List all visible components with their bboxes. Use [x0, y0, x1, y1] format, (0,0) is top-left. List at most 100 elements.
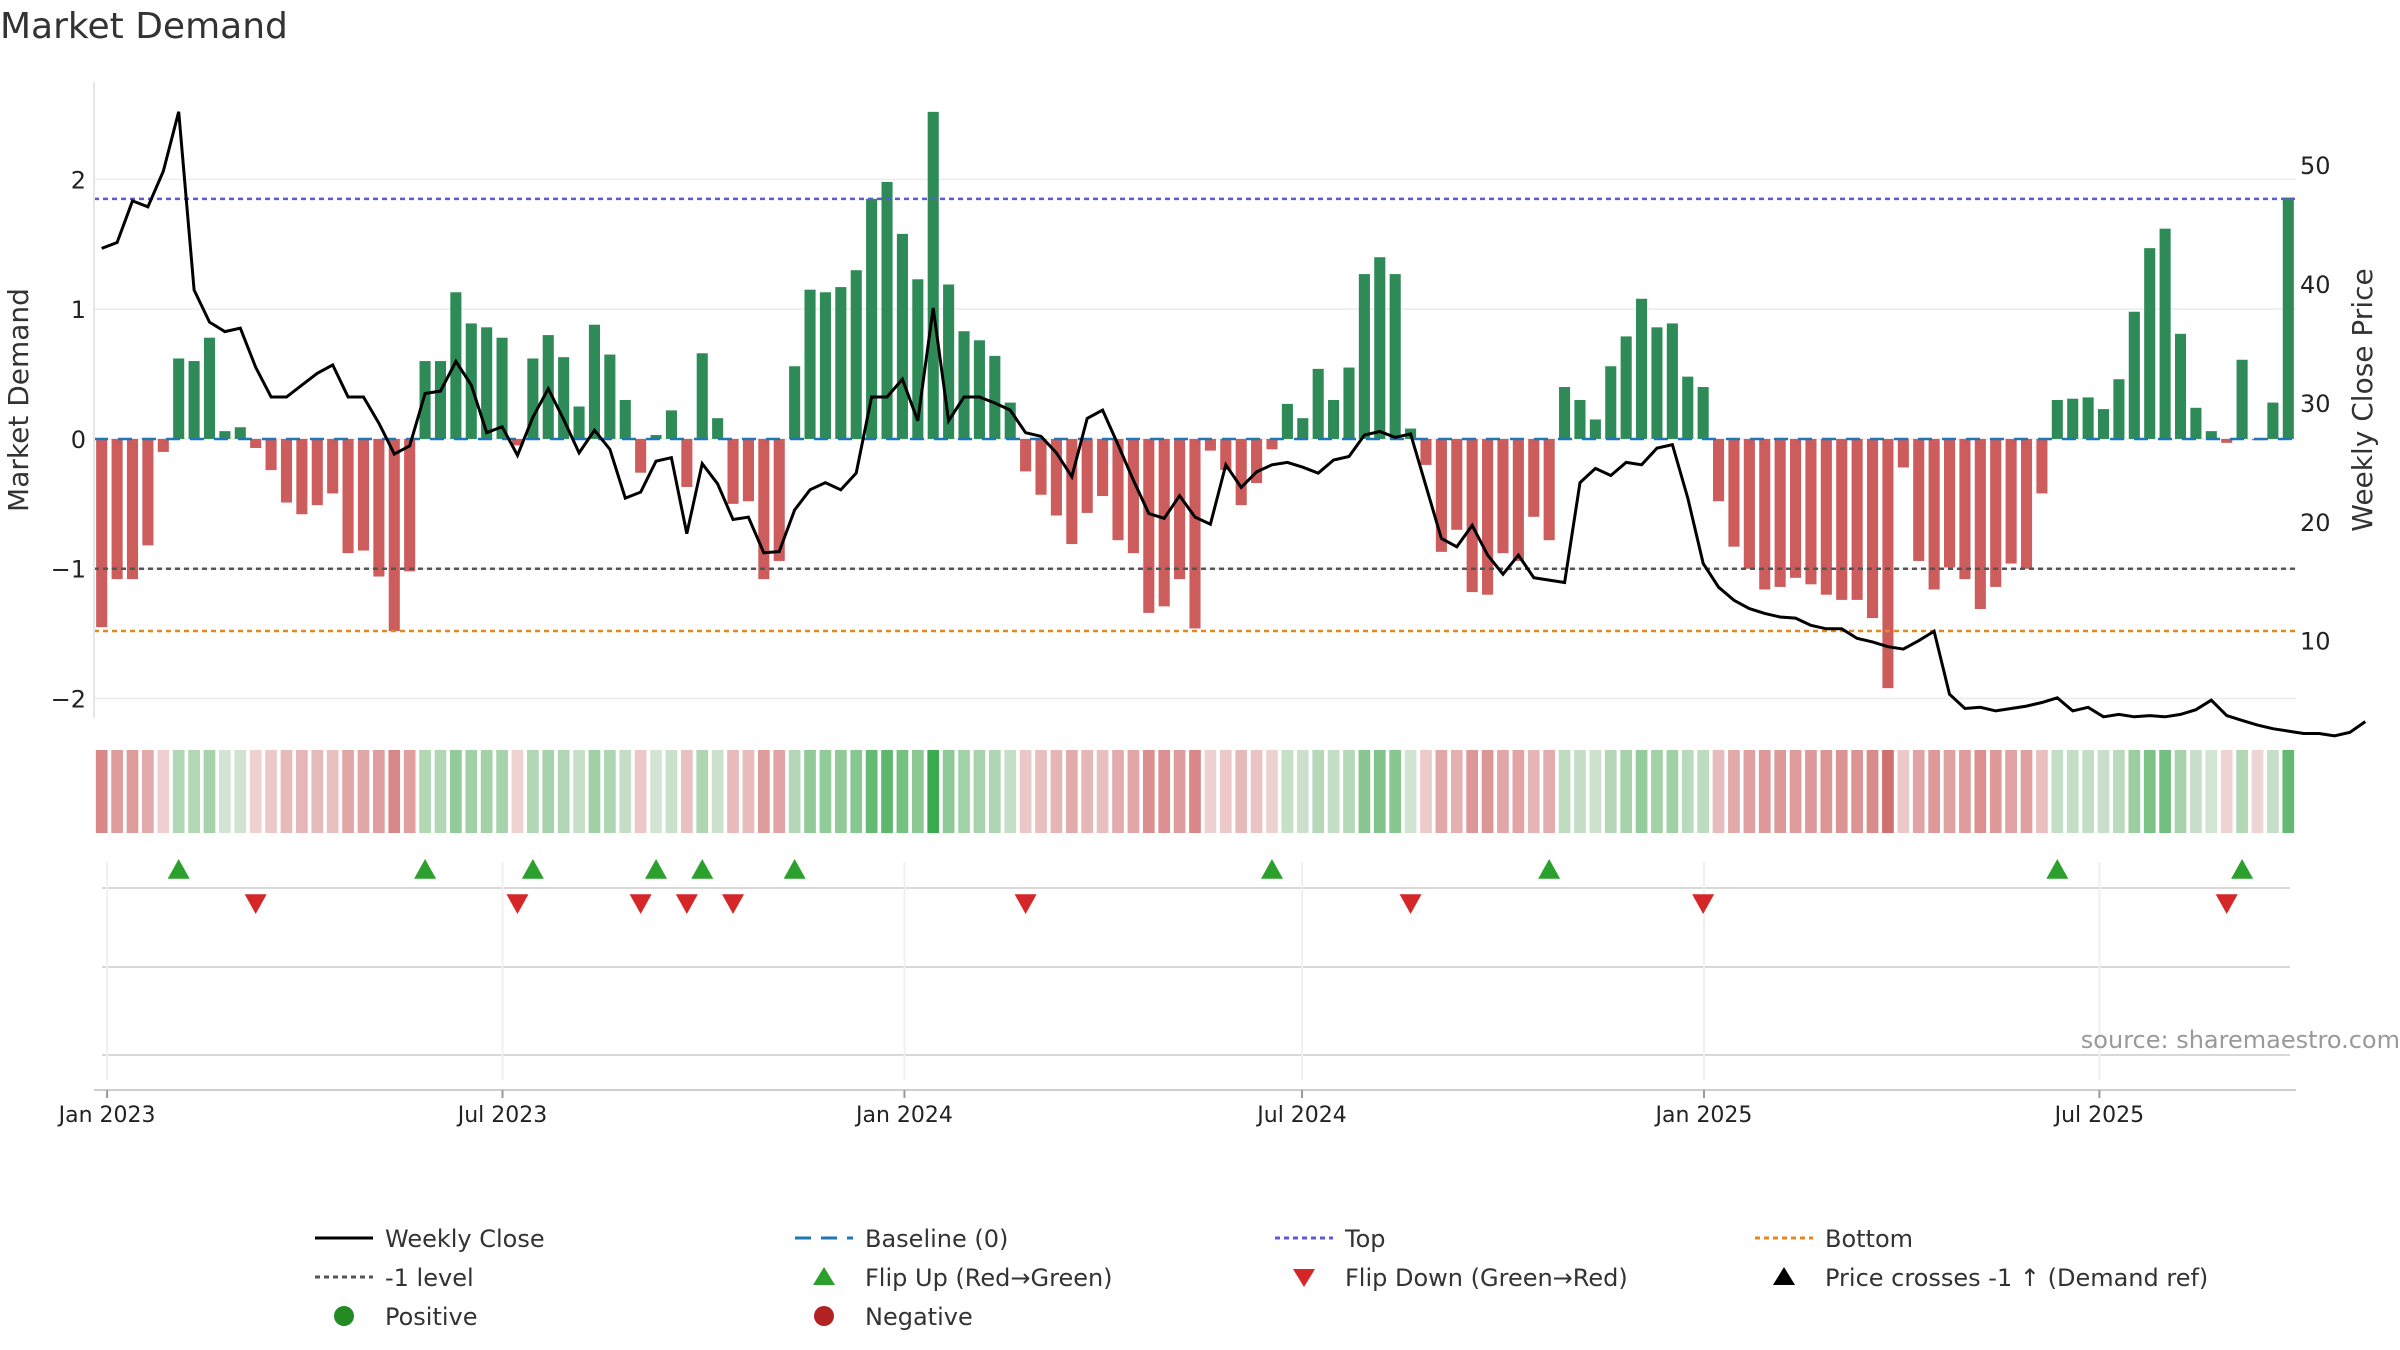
positive-demand-bar: [789, 366, 801, 439]
band-cell: [1450, 750, 1463, 833]
positive-demand-bar: [588, 324, 600, 439]
band-cell: [450, 750, 462, 833]
positive-demand-bar: [804, 289, 816, 439]
band-cell: [1312, 750, 1325, 833]
flip-up-marker: [783, 859, 806, 879]
negative-demand-bar: [2020, 438, 2033, 569]
band-cell: [1620, 750, 1633, 833]
positive-demand-bar: [2205, 431, 2217, 439]
legend-label: -1 level: [385, 1264, 474, 1292]
legend-item-top: Top: [1275, 1225, 1386, 1253]
band-cell: [2005, 750, 2017, 833]
negative-demand-bar: [250, 438, 262, 449]
band-cell: [1866, 750, 1879, 833]
band-cell: [1112, 750, 1124, 833]
y-axis-ticks: 2 1 0 −1 −2: [51, 166, 86, 713]
negative-demand-bar: [1035, 438, 1047, 495]
lower-panel-grid: [94, 862, 2296, 1091]
chart-title: Market Demand: [0, 6, 288, 47]
x-axis-ticks: Jan 2023 Jul 2023 Jan 2024 Jul 2024 Jan 2025…: [57, 1090, 2144, 1128]
negative-demand-bar: [1790, 438, 1802, 578]
band-cell: [465, 750, 478, 833]
band-cell: [1296, 750, 1309, 833]
band-cell: [1604, 750, 1617, 833]
price-cross-icon: [1773, 1267, 1795, 1285]
positive-demand-bar: [819, 292, 831, 439]
positive-demand-bar: [496, 337, 508, 439]
negative-demand-bar: [1866, 438, 1879, 619]
negative-demand-bar: [2036, 438, 2048, 494]
band-cell: [696, 750, 709, 833]
band-cell: [1204, 750, 1217, 833]
band-cell: [1882, 750, 1894, 833]
flip-up-icon: [813, 1267, 835, 1285]
band-cell: [619, 750, 632, 833]
negative-demand-bar: [1235, 438, 1247, 506]
legend-label: Price crosses -1 ↑ (Demand ref): [1825, 1264, 2208, 1292]
negative-demand-bar: [1112, 438, 1124, 541]
band-cell: [2097, 750, 2110, 833]
positive-demand-bar: [2144, 248, 2156, 439]
weekly-close-line: [101, 111, 2367, 738]
source-credit: source: sharemaestro.com: [2081, 1026, 2400, 1054]
legend-label: Flip Down (Green→Red): [1345, 1264, 1628, 1292]
band-cell: [1142, 750, 1155, 833]
negative-demand-bar: [1820, 438, 1832, 595]
band-cell: [2220, 750, 2233, 833]
positive-demand-bar: [2282, 197, 2294, 439]
band-cell: [126, 750, 139, 833]
band-cell: [680, 750, 693, 833]
positive-demand-bar: [2082, 397, 2094, 439]
band-cell: [1435, 750, 1448, 833]
band-cell: [1481, 750, 1494, 833]
legend-item-weekly-close: Weekly Close: [315, 1225, 545, 1253]
negative-demand-bar: [404, 438, 416, 572]
band-cell: [1173, 750, 1186, 833]
band-cell: [1989, 750, 2002, 833]
band-cell: [172, 750, 185, 833]
positive-demand-bar: [1574, 400, 1586, 439]
positive-demand-bar: [927, 111, 939, 439]
negative-demand-bar: [1266, 438, 1278, 450]
negative-demand-bar: [1851, 438, 1863, 600]
band-cell: [342, 750, 354, 833]
negative-demand-bar: [1836, 438, 1848, 600]
negative-demand-bar: [1220, 438, 1232, 471]
band-cell: [819, 750, 832, 833]
positive-demand-bar: [1297, 418, 1309, 439]
negative-demand-bar: [635, 438, 647, 473]
band-cell: [727, 750, 739, 833]
band-cell: [2159, 750, 2171, 833]
band-cell: [1681, 750, 1694, 833]
positive-demand-bar: [173, 358, 185, 439]
y2-axis-label: Weekly Close Price: [2346, 268, 2379, 531]
positive-demand-bar: [1358, 274, 1370, 439]
positive-demand-bar: [835, 287, 847, 439]
flip-up-marker: [1538, 859, 1561, 879]
flip-down-marker: [1014, 894, 1037, 914]
band-cell: [2128, 750, 2141, 833]
legend-label: Baseline (0): [865, 1225, 1008, 1253]
negative-demand-bar: [1805, 438, 1817, 585]
flip-down-marker: [629, 894, 652, 914]
y2-tick-label: 50: [2300, 152, 2331, 180]
positive-demand-bar: [573, 406, 585, 439]
positive-demand-bar: [619, 400, 631, 439]
band-cell: [1358, 750, 1371, 833]
band-cell: [881, 750, 893, 833]
band-cell: [865, 750, 878, 833]
positive-demand-bar: [958, 331, 970, 439]
band-cell: [604, 750, 616, 833]
positive-demand-bar: [881, 181, 893, 439]
positive-demand-bar: [1682, 376, 1694, 439]
negative-demand-bar: [1743, 438, 1755, 569]
band-cell: [1835, 750, 1848, 833]
flip-up-marker: [1260, 859, 1283, 879]
band-cell: [2236, 750, 2248, 833]
band-cell: [1389, 750, 1402, 833]
positive-demand-bar: [943, 284, 955, 439]
y-tick-label: 1: [71, 296, 86, 324]
positive-demand-bar: [1651, 327, 1663, 439]
y-tick-label: 0: [71, 426, 86, 454]
demand-heat-band: [95, 750, 2295, 833]
